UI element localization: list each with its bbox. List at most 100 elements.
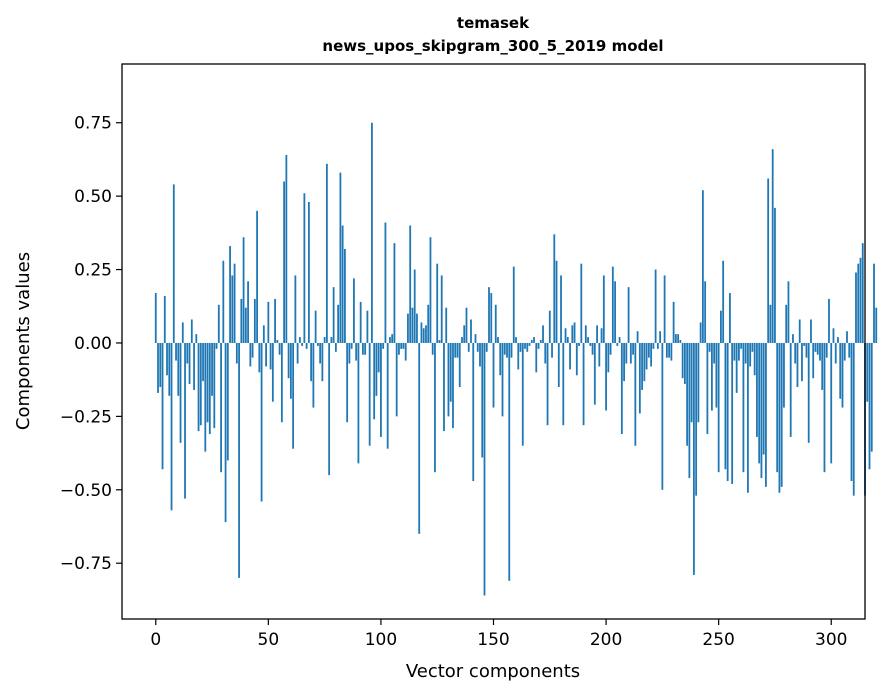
bar-90 xyxy=(357,342,360,464)
bar-132 xyxy=(452,342,454,429)
bar-9 xyxy=(175,342,177,361)
bar-80 xyxy=(334,342,337,352)
bar-25 xyxy=(211,342,213,396)
bar-3 xyxy=(161,342,164,470)
bar-114 xyxy=(411,307,414,343)
bar-105 xyxy=(391,334,394,343)
bar-275 xyxy=(774,207,776,343)
bar-23 xyxy=(206,342,209,423)
bar-129 xyxy=(445,307,448,343)
bar-39 xyxy=(242,237,245,343)
bar-303 xyxy=(837,337,839,343)
bar-183 xyxy=(566,337,569,343)
bar-279 xyxy=(783,342,785,408)
bar-154 xyxy=(501,342,504,417)
y-tick-label: −0.75 xyxy=(60,554,112,574)
bar-239 xyxy=(692,342,695,575)
bar-134 xyxy=(456,342,459,358)
bar-15 xyxy=(188,342,191,385)
bar-79 xyxy=(332,287,335,343)
y-tick-label: −0.50 xyxy=(60,481,112,501)
bar-194 xyxy=(591,342,594,355)
bar-164 xyxy=(524,342,526,349)
bar-116 xyxy=(416,313,418,343)
bar-74 xyxy=(321,342,324,382)
bar-263 xyxy=(747,342,749,493)
bar-35 xyxy=(233,263,236,343)
bar-297 xyxy=(823,342,826,473)
bar-8 xyxy=(172,184,175,343)
bar-313 xyxy=(859,257,862,343)
bar-42 xyxy=(249,342,252,367)
bar-12 xyxy=(181,322,184,343)
bar-14 xyxy=(186,342,189,364)
bar-292 xyxy=(812,342,815,379)
bar-218 xyxy=(645,342,648,370)
bar-11 xyxy=(179,342,182,443)
bar-77 xyxy=(328,342,331,476)
bar-175 xyxy=(548,310,551,343)
bar-126 xyxy=(438,340,441,343)
bar-316 xyxy=(866,342,869,402)
bar-118 xyxy=(420,322,423,343)
bar-204 xyxy=(614,281,616,343)
bar-99 xyxy=(377,342,380,373)
bar-193 xyxy=(589,342,592,346)
bar-81 xyxy=(337,304,340,343)
bar-148 xyxy=(488,287,490,343)
bar-252 xyxy=(722,260,725,343)
chart-title-line1: temasek xyxy=(457,14,530,32)
bar-306 xyxy=(843,342,846,361)
bar-165 xyxy=(526,342,529,352)
bar-233 xyxy=(679,340,682,343)
bar-299 xyxy=(828,298,830,343)
bar-168 xyxy=(533,337,535,343)
bar-162 xyxy=(519,342,522,352)
bar-214 xyxy=(636,331,639,343)
bar-198 xyxy=(600,328,603,343)
bar-225 xyxy=(661,342,664,490)
bar-29 xyxy=(220,342,222,473)
bar-235 xyxy=(683,342,686,385)
bar-156 xyxy=(506,342,508,358)
bar-13 xyxy=(184,342,186,499)
bar-127 xyxy=(440,275,443,343)
bar-231 xyxy=(674,334,677,343)
bar-181 xyxy=(562,342,565,426)
bar-238 xyxy=(690,342,693,423)
bar-111 xyxy=(404,342,407,361)
bar-22 xyxy=(204,342,207,452)
bar-144 xyxy=(479,342,481,367)
bar-104 xyxy=(389,337,391,343)
x-tick-label: 300 xyxy=(815,630,847,650)
bar-250 xyxy=(717,342,720,473)
bar-30 xyxy=(222,260,225,343)
bars-group xyxy=(154,122,878,596)
bar-133 xyxy=(454,342,457,358)
bar-51 xyxy=(269,342,272,370)
bar-139 xyxy=(467,342,470,352)
bar-264 xyxy=(749,342,752,367)
y-tick-label: 0.00 xyxy=(74,334,112,354)
bar-56 xyxy=(280,342,283,423)
bar-91 xyxy=(359,301,362,343)
bar-64 xyxy=(298,337,301,343)
bar-286 xyxy=(798,319,801,343)
x-tick-label: 100 xyxy=(365,630,397,650)
bar-196 xyxy=(596,325,598,343)
bar-159 xyxy=(512,266,515,343)
bar-187 xyxy=(575,342,578,376)
x-tick-label: 200 xyxy=(590,630,622,650)
bar-65 xyxy=(301,342,304,346)
bar-68 xyxy=(307,202,310,343)
bar-37 xyxy=(238,342,240,578)
bar-309 xyxy=(850,342,853,481)
bar-18 xyxy=(195,334,198,343)
bar-195 xyxy=(593,342,596,405)
bar-45 xyxy=(256,210,258,343)
bar-302 xyxy=(834,342,837,364)
bar-158 xyxy=(510,342,513,358)
bar-310 xyxy=(852,342,855,496)
bar-207 xyxy=(620,342,623,434)
